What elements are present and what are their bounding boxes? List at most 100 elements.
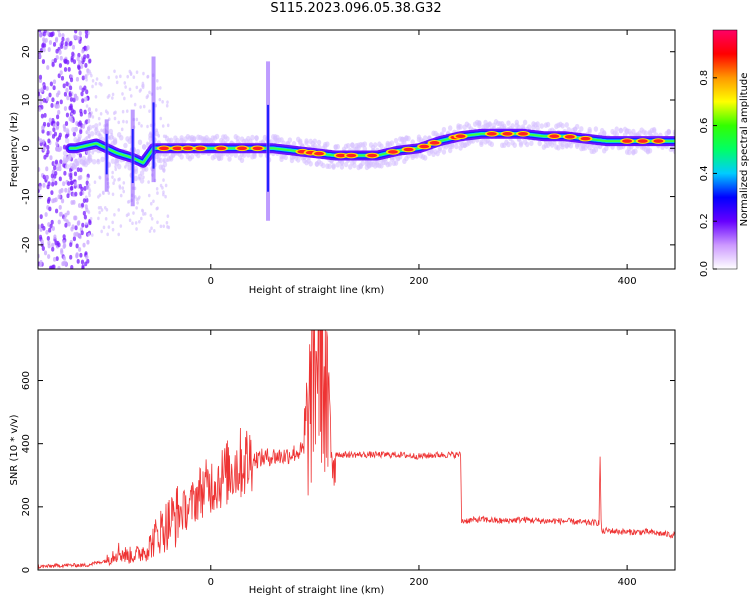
noise-speckle — [54, 197, 58, 203]
spectral-halo — [287, 137, 293, 143]
noise-speckle — [75, 76, 80, 82]
spectral-halo — [454, 143, 459, 150]
noise-speckle — [153, 229, 156, 233]
noise-speckle — [159, 224, 163, 229]
noise-speckle — [85, 33, 89, 39]
noise-speckle — [156, 86, 159, 91]
noise-speckle — [39, 100, 43, 106]
noise-speckle — [103, 205, 107, 210]
spectral-halo — [96, 158, 101, 165]
noise-speckle — [84, 63, 88, 68]
spectral-halo — [254, 135, 259, 141]
noise-speckle — [98, 122, 102, 126]
spectral-halo — [162, 157, 168, 163]
noise-speckle — [84, 261, 88, 267]
spectral-halo — [62, 150, 68, 157]
noise-speckle — [78, 247, 82, 252]
spectral-halo — [148, 132, 153, 139]
spectral-halo — [158, 157, 164, 164]
noise-speckle — [91, 79, 95, 83]
spectral-halo — [672, 148, 675, 155]
spectral-halo — [127, 138, 132, 145]
noise-speckle — [140, 216, 143, 221]
spectral-peak — [455, 134, 466, 139]
noise-speckle — [81, 264, 85, 269]
noise-speckle — [94, 81, 98, 86]
noise-speckle — [45, 166, 49, 172]
noise-speckle — [72, 131, 76, 137]
noise-speckle — [85, 119, 89, 125]
noise-speckle — [142, 104, 146, 109]
noise-speckle — [69, 185, 74, 191]
noise-speckle — [158, 97, 162, 102]
noise-speckle — [83, 186, 87, 191]
spectral-halo — [250, 134, 255, 141]
noise-speckle — [80, 64, 84, 69]
noise-speckle — [43, 250, 48, 256]
noise-speckle — [155, 186, 159, 191]
noise-speckle — [58, 49, 62, 55]
noise-speckle — [139, 88, 143, 92]
spectral-halo — [593, 147, 599, 153]
noise-speckle — [51, 198, 55, 204]
noise-speckle — [87, 107, 92, 113]
spectral-halo — [112, 137, 118, 144]
spectral-halo — [139, 170, 145, 176]
noise-speckle — [54, 208, 59, 214]
noise-speckle — [95, 77, 99, 81]
noise-speckle — [121, 92, 124, 96]
noise-speckle — [123, 96, 126, 101]
spectral-halo — [458, 124, 463, 130]
noise-speckle — [50, 31, 54, 37]
spectral-halo — [225, 136, 230, 142]
spectral-peak — [314, 151, 325, 156]
noise-speckle — [42, 47, 46, 53]
noise-speckle — [70, 180, 74, 186]
noise-speckle — [41, 59, 46, 64]
noise-speckle — [91, 115, 95, 119]
noise-speckle — [60, 198, 65, 204]
noise-speckle — [117, 208, 121, 212]
noise-speckle — [65, 87, 69, 93]
snr-layer — [38, 330, 675, 570]
spectral-halo — [510, 123, 515, 129]
noise-speckle — [51, 242, 55, 248]
noise-speckle — [51, 181, 55, 187]
noise-speckle — [62, 123, 66, 129]
spectral-halo — [539, 123, 544, 129]
noise-speckle — [38, 224, 41, 230]
noise-speckle — [48, 40, 53, 45]
noise-speckle — [58, 176, 62, 182]
noise-speckle — [162, 224, 166, 229]
noise-speckle — [85, 97, 88, 101]
spectral-peak — [172, 146, 183, 151]
noise-speckle — [147, 193, 151, 198]
spectral-peak — [518, 132, 529, 136]
noise-speckle — [42, 121, 47, 127]
noise-speckle — [135, 206, 138, 210]
noise-speckle — [60, 75, 65, 81]
noise-speckle — [86, 53, 90, 59]
spectral-halo — [477, 120, 482, 126]
noise-speckle — [47, 240, 51, 246]
noise-speckle — [59, 99, 63, 105]
noise-speckle — [102, 191, 105, 195]
spectral-halo — [87, 157, 93, 164]
spectral-halo — [87, 124, 93, 131]
spectral-halo — [127, 165, 132, 171]
noise-speckle — [121, 186, 125, 190]
spectral-halo — [560, 123, 565, 129]
x-tick-label: 200 — [409, 276, 428, 287]
spectral-halo — [535, 121, 540, 127]
spectral-halo — [71, 152, 76, 159]
noise-speckle — [138, 195, 141, 200]
noise-speckle — [57, 219, 61, 225]
noise-speckle — [100, 128, 103, 133]
noise-speckle — [79, 191, 83, 197]
spectral-halo — [602, 130, 607, 136]
noise-speckle — [64, 187, 68, 193]
spectral-halo — [487, 122, 492, 128]
noise-speckle — [129, 94, 133, 98]
noise-speckle — [85, 104, 89, 108]
noise-speckle — [162, 192, 165, 197]
